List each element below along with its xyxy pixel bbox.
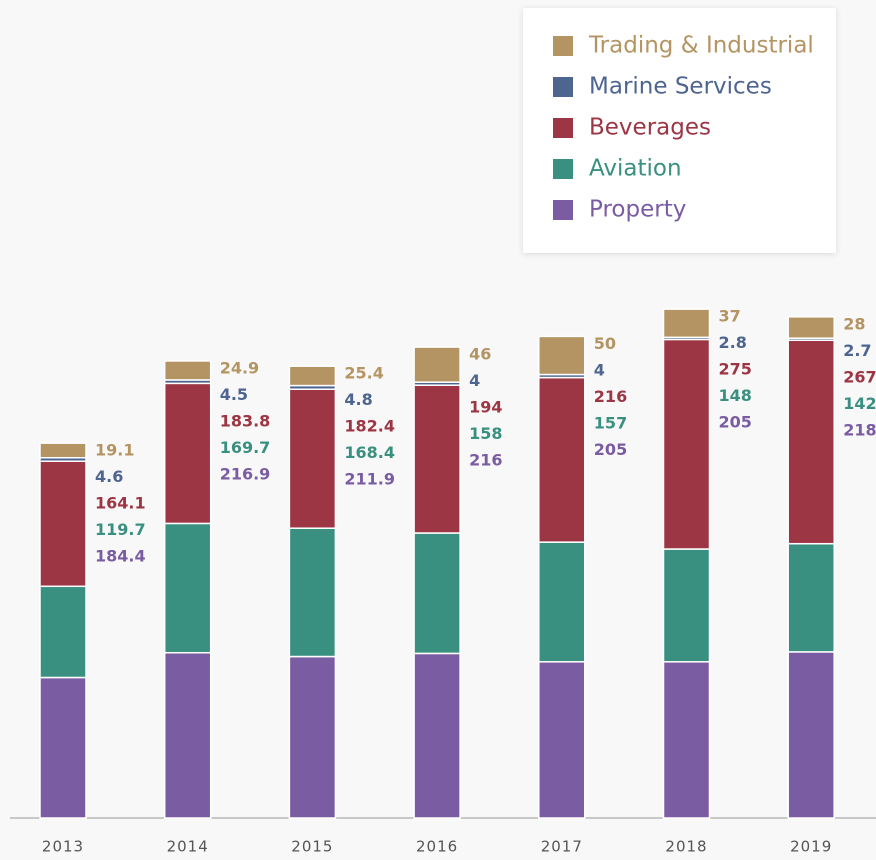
bar-segment	[413, 384, 461, 534]
data-label: 169.7	[220, 438, 271, 457]
data-label: 205	[719, 413, 752, 432]
data-label: 205	[594, 440, 627, 459]
data-label: 218	[843, 420, 876, 439]
bar-segment	[413, 652, 461, 819]
bar-segment	[787, 542, 835, 653]
legend-label: Beverages	[589, 115, 711, 141]
bar-segment	[538, 376, 586, 543]
data-label: 119.7	[95, 520, 146, 539]
bar-segment	[413, 346, 461, 383]
bar-segment	[662, 548, 711, 663]
bar-segment	[288, 365, 337, 387]
data-label: 168.4	[344, 443, 395, 462]
x-tick-label: 2019	[790, 838, 832, 856]
data-label: 183.8	[220, 411, 271, 430]
bar-segment	[39, 442, 87, 459]
data-label: 2.8	[719, 333, 747, 352]
bar-segment	[662, 308, 711, 339]
data-label: 25.4	[344, 364, 383, 383]
legend-swatch	[553, 77, 573, 97]
data-label: 216	[469, 451, 502, 470]
data-label: 267	[843, 367, 876, 386]
data-label: 28	[843, 314, 865, 333]
data-label: 24.9	[220, 358, 259, 377]
bar-segment	[163, 651, 212, 819]
bar-segment	[538, 541, 586, 663]
data-label: 194	[469, 398, 502, 417]
data-label: 50	[594, 334, 616, 353]
data-label: 4	[594, 360, 605, 379]
data-label: 158	[469, 424, 502, 443]
x-tick-label: 2018	[665, 838, 707, 856]
legend-label: Trading & Industrial	[588, 33, 814, 59]
bar-segment	[163, 360, 212, 381]
data-label: 2.7	[843, 341, 871, 360]
data-label: 4.5	[220, 385, 248, 404]
bar-segment	[787, 339, 835, 545]
data-label: 142	[843, 394, 876, 413]
legend-label: Aviation	[589, 156, 682, 182]
bar-segment	[538, 661, 586, 819]
data-label: 157	[594, 413, 627, 432]
x-tick-label: 2014	[167, 838, 209, 856]
legend-swatch	[553, 36, 573, 56]
legend-box	[523, 8, 836, 253]
bar-segment	[662, 661, 711, 819]
legend-swatch	[553, 200, 573, 220]
data-label: 164.1	[95, 494, 146, 513]
data-label: 184.4	[95, 547, 146, 566]
bar-segment	[39, 676, 87, 819]
bar-segment	[787, 651, 835, 819]
x-tick-label: 2013	[42, 838, 84, 856]
data-label: 37	[719, 307, 741, 326]
x-tick-label: 2017	[541, 838, 583, 856]
legend-swatch	[553, 118, 573, 138]
bar-segment	[288, 655, 337, 819]
bar-segment	[39, 585, 87, 679]
data-label: 4	[469, 371, 480, 390]
bar-segment	[538, 335, 586, 376]
data-label: 148	[719, 386, 752, 405]
legend-swatch	[553, 159, 573, 179]
bar-segment	[163, 522, 212, 654]
bar-segment	[39, 460, 87, 588]
data-label: 19.1	[95, 441, 134, 460]
bar-segment	[288, 388, 337, 529]
data-label: 216.9	[220, 464, 271, 483]
data-label: 211.9	[344, 470, 395, 489]
bar-segment	[787, 316, 835, 339]
legend-label: Marine Services	[589, 74, 772, 100]
bar-segment	[163, 382, 212, 525]
legend-label: Property	[589, 197, 686, 223]
bar-segment	[288, 527, 337, 658]
data-label: 216	[594, 387, 627, 406]
x-tick-label: 2016	[416, 838, 458, 856]
data-label: 275	[719, 360, 752, 379]
data-label: 4.6	[95, 467, 123, 486]
data-label: 182.4	[344, 417, 395, 436]
bar-segment	[662, 338, 711, 550]
bar-segment	[413, 532, 461, 655]
x-tick-label: 2015	[291, 838, 333, 856]
data-label: 46	[469, 345, 491, 364]
data-label: 4.8	[344, 390, 372, 409]
